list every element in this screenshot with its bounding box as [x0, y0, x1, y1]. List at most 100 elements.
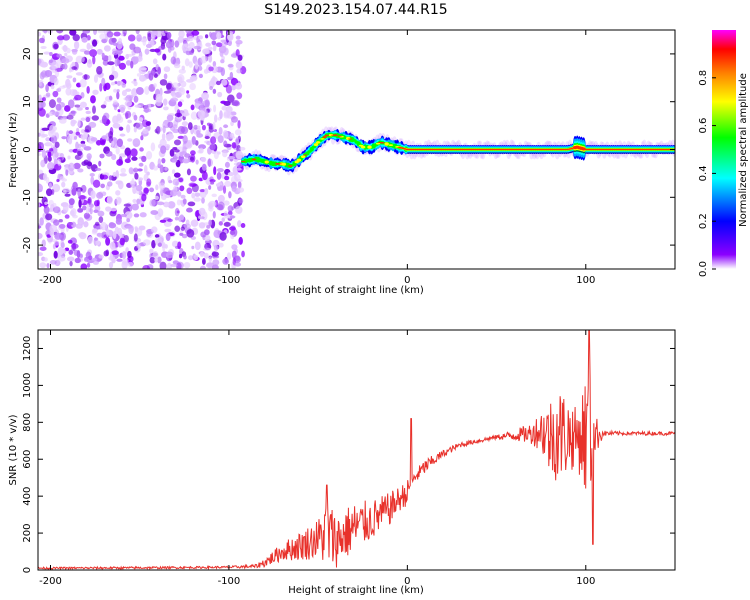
noise-blob	[172, 94, 177, 99]
noise-blob	[163, 106, 169, 111]
noise-blob	[206, 122, 211, 126]
noise-blob	[139, 67, 148, 71]
noise-blob	[80, 263, 88, 269]
noise-blob	[100, 104, 107, 109]
noise-blob	[125, 60, 132, 66]
signal-band	[251, 158, 257, 161]
noise-blob	[64, 214, 70, 219]
noise-blob	[115, 170, 119, 179]
noise-blob	[38, 132, 41, 137]
noise-blob	[121, 89, 127, 97]
noise-blob	[126, 53, 134, 57]
noise-blob	[47, 155, 52, 162]
noise-blob	[82, 30, 91, 34]
noise-blob	[200, 156, 207, 163]
noise-blob	[127, 261, 134, 267]
signal-band	[264, 160, 269, 164]
noise-blob	[216, 151, 221, 155]
noise-blob	[69, 260, 73, 267]
noise-blob	[211, 193, 217, 198]
noise-blob	[113, 31, 121, 37]
noise-blob	[111, 250, 119, 256]
noise-blob	[138, 162, 144, 167]
noise-blob	[209, 143, 216, 151]
noise-blob	[89, 207, 93, 215]
noise-blob	[101, 77, 106, 87]
noise-blob	[53, 43, 59, 50]
signal-band	[303, 154, 308, 156]
noise-blob	[186, 187, 193, 195]
noise-blob	[127, 119, 133, 124]
signal-band	[322, 136, 327, 139]
y-tick-label: 1000	[22, 373, 33, 398]
noise-blob	[62, 204, 69, 213]
noise-blob	[226, 32, 234, 42]
noise-blob	[87, 198, 91, 204]
noise-blob	[61, 181, 66, 188]
noise-blob	[120, 213, 128, 218]
noise-blob	[91, 257, 98, 262]
noise-blob	[163, 220, 172, 228]
noise-blob	[67, 239, 73, 244]
noise-blob	[74, 104, 81, 108]
noise-blob	[151, 239, 156, 249]
noise-blob	[151, 30, 158, 38]
noise-blob	[151, 226, 158, 233]
noise-blob	[85, 110, 91, 115]
noise-blob	[113, 88, 118, 93]
noise-blob	[172, 158, 178, 163]
noise-blob	[106, 31, 114, 38]
noise-blob	[176, 262, 182, 269]
noise-blob	[125, 225, 133, 229]
noise-blob	[205, 262, 214, 269]
noise-blob	[139, 212, 147, 218]
signal-band	[333, 134, 338, 137]
noise-blob	[85, 116, 91, 123]
noise-blob	[218, 221, 223, 226]
noise-blob	[101, 174, 109, 180]
y-tick-label: 10	[22, 95, 33, 108]
noise-blob	[196, 129, 201, 136]
noise-blob	[194, 192, 201, 197]
noise-blob	[161, 133, 166, 141]
x-tick-label: 100	[576, 275, 595, 286]
noise-blob	[159, 79, 168, 86]
noise-blob	[120, 167, 126, 174]
noise-blob	[72, 181, 78, 190]
noise-blob	[202, 222, 211, 226]
noise-blob	[141, 193, 147, 202]
noise-blob	[38, 252, 44, 257]
noise-blob	[65, 87, 72, 96]
noise-blob	[131, 88, 138, 97]
colorbar-tick-label: 0.4	[698, 165, 709, 181]
noise-blob	[168, 179, 173, 184]
noise-blob	[118, 55, 125, 61]
noise-blob	[105, 119, 111, 125]
noise-blob	[133, 213, 140, 218]
noise-blob	[174, 216, 179, 221]
noise-blob	[131, 156, 138, 161]
noise-blob	[178, 87, 186, 96]
noise-blob	[111, 154, 117, 161]
noise-blob	[189, 50, 194, 55]
noise-blob	[186, 168, 191, 176]
noise-blob	[166, 31, 172, 39]
noise-blob	[193, 254, 199, 261]
noise-blob	[206, 224, 211, 229]
noise-blob	[227, 135, 236, 139]
noise-blob	[203, 252, 209, 259]
noise-blob	[208, 185, 212, 190]
noise-blob	[71, 187, 77, 196]
noise-blob	[190, 156, 195, 161]
colorbar: 0.0 0.2 0.4 0.6 0.8 Normalized spectral ampl…	[698, 30, 749, 277]
noise-blob	[38, 232, 43, 239]
noise-blob	[220, 67, 225, 77]
noise-blob	[235, 82, 243, 90]
noise-blob	[177, 76, 183, 84]
x-tick-label: -200	[39, 275, 62, 286]
noise-blob	[81, 161, 88, 166]
noise-blob	[117, 109, 121, 113]
snr-series-line	[38, 330, 675, 570]
noise-blob	[235, 167, 242, 171]
noise-blob	[38, 169, 44, 175]
